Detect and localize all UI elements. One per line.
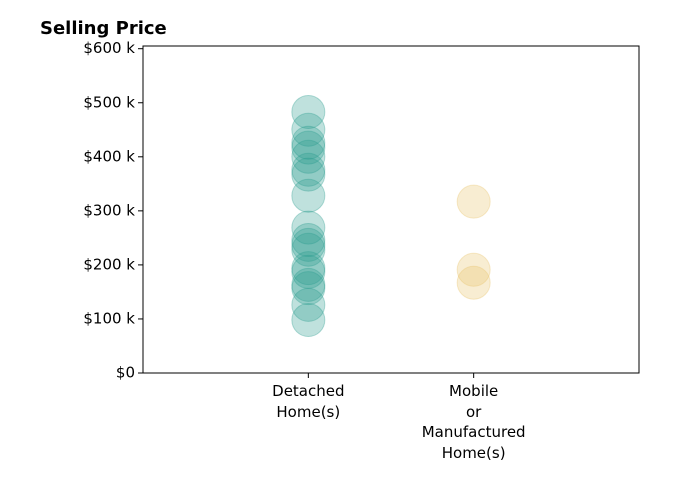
- point: [291, 94, 326, 129]
- point: [291, 130, 326, 165]
- chart-title: Selling Price: [40, 18, 167, 39]
- x-tick-label: Mobile or Manufactured Home(s): [421, 382, 526, 462]
- point: [291, 152, 326, 187]
- point: [291, 223, 326, 258]
- point: [291, 287, 326, 322]
- y-tick-label: $400 k: [83, 147, 135, 165]
- point: [291, 139, 326, 174]
- point: [291, 254, 326, 289]
- y-tick-label: $0: [116, 364, 135, 382]
- y-tick-label: $500 k: [83, 93, 135, 111]
- point: [291, 210, 326, 245]
- y-tick-label: $300 k: [83, 201, 135, 219]
- point: [291, 232, 326, 267]
- point: [291, 178, 326, 213]
- x-tick-label: Detached Home(s): [272, 382, 345, 421]
- y-tick-label: $100 k: [83, 309, 135, 327]
- point: [456, 252, 491, 287]
- y-tick-label: $200 k: [83, 255, 135, 273]
- plot-frame: [142, 45, 640, 374]
- point: [291, 303, 326, 338]
- y-tick-label: $600 k: [83, 39, 135, 57]
- point: [456, 265, 491, 300]
- point: [291, 267, 326, 302]
- point: [291, 271, 326, 306]
- point: [291, 251, 326, 286]
- point: [291, 125, 326, 160]
- point: [291, 227, 326, 262]
- point: [456, 184, 491, 219]
- point: [291, 157, 326, 192]
- point: [291, 112, 326, 147]
